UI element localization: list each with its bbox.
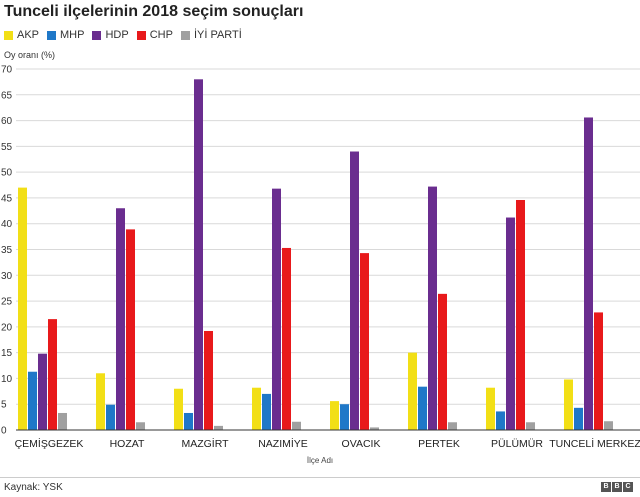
bar-chp-1 — [126, 229, 135, 430]
bar-chp-0 — [48, 319, 57, 430]
bar-mhp-5 — [418, 386, 427, 430]
y-tick-label: 50 — [1, 168, 13, 179]
bar-i-yi-parti--2 — [214, 425, 223, 430]
legend-item-mhp: MHP — [47, 29, 84, 41]
bar-akp-7 — [564, 379, 573, 430]
legend-label-iyi-parti: İYİ PARTİ — [193, 29, 242, 41]
bar-akp-1 — [96, 373, 105, 430]
y-tick-label: 40 — [1, 219, 13, 230]
bar-hdp-5 — [428, 186, 437, 430]
bar-mhp-6 — [496, 411, 505, 430]
legend-item-iyi-parti: İYİ PARTİ — [180, 29, 242, 41]
y-tick-label: 35 — [1, 245, 13, 256]
legend-swatch-iyi-parti — [180, 30, 190, 40]
source-note: Kaynak: YSK — [4, 482, 63, 493]
bar-akp-2 — [174, 388, 183, 430]
bar-hdp-0 — [38, 353, 47, 430]
bar-akp-4 — [330, 401, 339, 430]
bar-chp-4 — [360, 253, 369, 430]
bar-i-yi-parti--6 — [526, 422, 535, 430]
bar-hdp-4 — [350, 151, 359, 430]
bar-akp-0 — [18, 187, 27, 430]
legend-label-chp: CHP — [149, 29, 173, 41]
y-tick-label: 60 — [1, 116, 13, 127]
x-tick-label: TUNCELİ MERKEZ — [549, 437, 640, 450]
legend-swatch-mhp — [47, 30, 57, 40]
bar-hdp-7 — [584, 117, 593, 430]
y-tick-label: 25 — [1, 297, 13, 308]
bbc-logo-letter: B — [612, 482, 622, 492]
bar-akp-6 — [486, 387, 495, 430]
legend-swatch-hdp — [92, 30, 102, 40]
bar-hdp-1 — [116, 208, 125, 430]
bbc-logo-letter: C — [623, 482, 633, 492]
y-tick-label: 5 — [1, 400, 7, 411]
y-tick-label: 15 — [1, 348, 13, 359]
bar-i-yi-parti--1 — [136, 422, 145, 430]
x-tick-label: PÜLÜMÜR — [491, 438, 543, 450]
bar-mhp-0 — [28, 371, 37, 430]
bar-i-yi-parti--5 — [448, 422, 457, 430]
chart-legend: AKP MHP HDP CHP İYİ PARTİ — [4, 29, 242, 41]
y-tick-label: 30 — [1, 271, 13, 282]
legend-item-hdp: HDP — [92, 29, 129, 41]
bar-chp-6 — [516, 199, 525, 430]
x-tick-label: HOZAT — [110, 438, 145, 450]
x-tick-label: MAZGİRT — [181, 437, 229, 450]
legend-item-chp: CHP — [136, 29, 173, 41]
x-tick-label: OVACIK — [342, 438, 381, 450]
bar-akp-3 — [252, 387, 261, 430]
bar-mhp-2 — [184, 412, 193, 430]
x-tick-label: ÇEMİŞGEZEK — [15, 437, 84, 450]
bar-chp-2 — [204, 330, 213, 430]
legend-label-hdp: HDP — [105, 29, 129, 41]
x-tick-label: PERTEK — [418, 438, 460, 450]
bar-hdp-2 — [194, 79, 203, 431]
chart-title: Tunceli ilçelerinin 2018 seçim sonuçları — [4, 3, 304, 20]
bbc-logo: B B C — [601, 482, 633, 492]
y-tick-label: 70 — [1, 65, 13, 76]
y-tick-label: 45 — [1, 193, 13, 204]
bar-i-yi-parti--7 — [604, 421, 613, 430]
x-tick-label: NAZIMİYE — [258, 437, 308, 450]
legend-label-akp: AKP — [17, 29, 40, 41]
bbc-logo-letter: B — [601, 482, 611, 492]
footer-divider — [0, 477, 640, 478]
legend-swatch-chp — [136, 30, 146, 40]
y-tick-label: 0 — [1, 426, 7, 437]
bar-i-yi-parti--0 — [58, 412, 67, 430]
legend-swatch-akp — [4, 30, 13, 40]
x-axis-title: İlçe Adı — [306, 456, 334, 465]
bar-hdp-3 — [272, 188, 281, 430]
legend-label-mhp: MHP — [60, 29, 85, 41]
bar-chp-5 — [438, 293, 447, 430]
bar-chp-3 — [282, 247, 291, 430]
y-tick-label: 65 — [1, 90, 13, 101]
y-axis-title: Oy oranı (%) — [4, 50, 56, 60]
bar-akp-5 — [408, 352, 417, 430]
bar-mhp-1 — [106, 404, 115, 430]
bar-mhp-7 — [574, 407, 583, 430]
bar-i-yi-parti--3 — [292, 421, 301, 430]
bar-mhp-3 — [262, 393, 271, 430]
y-tick-label: 10 — [1, 374, 13, 385]
bar-i-yi-parti--4 — [370, 427, 379, 430]
y-tick-label: 55 — [1, 142, 13, 153]
bar-mhp-4 — [340, 404, 349, 430]
bar-hdp-6 — [506, 217, 515, 430]
legend-item-akp: AKP — [4, 29, 39, 41]
bar-chp-7 — [594, 312, 603, 430]
y-tick-label: 20 — [1, 322, 13, 333]
